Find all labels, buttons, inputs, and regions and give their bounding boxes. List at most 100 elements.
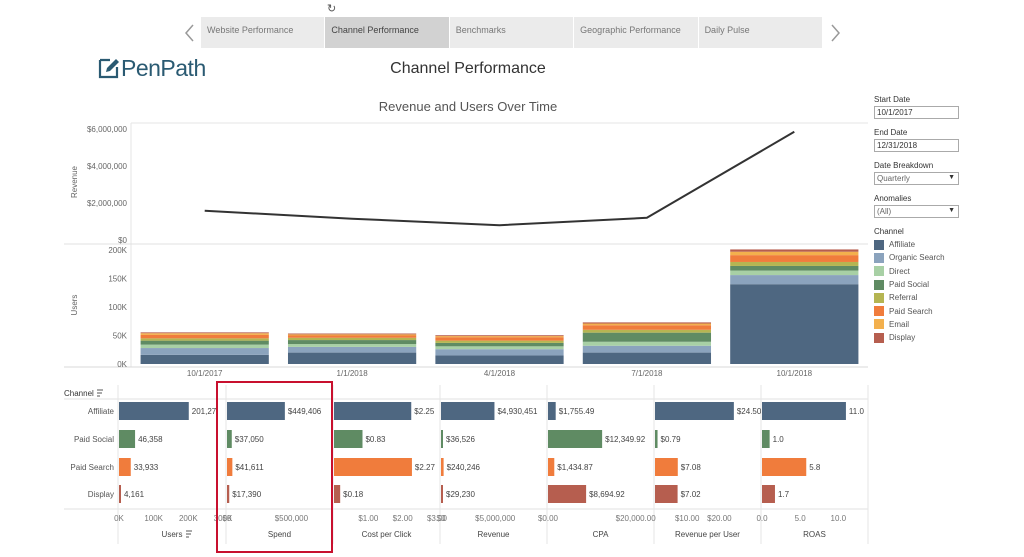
date-breakdown-select[interactable]: Quarterly ▼ [874, 172, 959, 185]
legend-swatch [874, 239, 884, 250]
users-bar-segment [287, 346, 417, 353]
legend-item-direct[interactable]: Direct [874, 265, 1019, 278]
table-tick-label: $0 [223, 514, 232, 523]
column-header-label: Spend [268, 530, 291, 539]
table-bar [334, 458, 412, 476]
table-value-label: $7.02 [681, 490, 702, 499]
legend-label: Paid Search [889, 306, 933, 316]
table-value-label: $7.08 [681, 463, 702, 472]
table-value-label: $29,230 [446, 490, 475, 499]
table-bar [441, 402, 495, 420]
users-bar-segment [582, 322, 712, 324]
end-date-filter: End Date 12/31/2018 [874, 128, 1019, 152]
legend-item-paid-search[interactable]: Paid Search [874, 304, 1019, 317]
table-bar [227, 430, 232, 448]
legend-item-display[interactable]: Display [874, 331, 1019, 344]
legend-item-affiliate[interactable]: Affiliate [874, 238, 1019, 251]
logo-text: PenPath [121, 55, 206, 81]
legend-label: Email [889, 319, 910, 329]
users-bar-segment [140, 344, 269, 349]
table-value-label: $17,390 [232, 490, 261, 499]
users-bar-segment [435, 342, 564, 347]
chart-title: Revenue and Users Over Time [378, 99, 558, 114]
table-value-label: $240,246 [447, 463, 481, 472]
tab-benchmarks[interactable]: Benchmarks [449, 17, 575, 48]
sort-icon [97, 389, 103, 397]
date-breakdown-filter: Date Breakdown Quarterly ▼ [874, 161, 1019, 185]
row-label: Affiliate [88, 407, 115, 416]
table-bar [548, 485, 587, 503]
users-bar-segment [287, 334, 417, 336]
users-bar-segment [730, 251, 859, 256]
table-bar [119, 485, 121, 503]
column-header-label: Cost per Click [362, 530, 413, 539]
table-value-label: 5.8 [809, 463, 821, 472]
start-date-input[interactable]: 10/1/2017 [874, 106, 959, 119]
date-breakdown-value: Quarterly [877, 174, 910, 183]
users-bar-segment [582, 325, 712, 330]
users-tick-label: 100K [108, 303, 127, 312]
users-bar-segment [140, 332, 269, 334]
legend-item-organic-search[interactable]: Organic Search [874, 251, 1019, 264]
pen-logo-icon [98, 58, 119, 79]
users-bar-segment [730, 255, 859, 262]
legend-item-referral[interactable]: Referral [874, 291, 1019, 304]
tab-website-performance[interactable]: Website Performance [201, 17, 326, 48]
column-header-label: Users [162, 530, 183, 539]
table-value-label: $0.79 [661, 435, 682, 444]
anomalies-select[interactable]: (All) ▼ [874, 205, 959, 218]
tab-channel-performance[interactable]: Channel Performance [325, 17, 450, 48]
chevron-left-icon[interactable] [182, 20, 198, 46]
table-tick-label: $3.00 [427, 514, 448, 523]
anomalies-label: Anomalies [874, 194, 912, 203]
users-tick-label: 0K [117, 360, 127, 369]
dropdown-caret-icon: ▼ [948, 207, 955, 214]
legend-label: Organic Search [889, 253, 945, 263]
users-tick-label: 150K [108, 275, 127, 284]
legend-swatch [874, 252, 884, 263]
table-value-label: $24.50 [737, 407, 762, 416]
tab-daily-pulse[interactable]: Daily Pulse [698, 17, 823, 48]
table-value-label: $0.83 [365, 435, 386, 444]
users-tick-label: 50K [113, 332, 128, 341]
table-value-label: $8,694.92 [589, 490, 625, 499]
users-bar-segment [435, 349, 564, 356]
table-tick-label: $10.00 [675, 514, 700, 523]
table-tick-label: 200K [179, 514, 198, 523]
users-bar-segment [730, 284, 859, 364]
revenue-line [204, 130, 795, 227]
chevron-right-icon[interactable] [827, 20, 843, 46]
table-tick-label: 300K [214, 514, 233, 523]
anomalies-value: (All) [877, 207, 892, 216]
filter-panel: Start Date 10/1/2017 End Date 12/31/2018… [874, 95, 1019, 344]
table-value-label: $41,611 [235, 463, 264, 472]
table-value-label: $1,755.49 [559, 407, 595, 416]
anomalies-filter: Anomalies (All) ▼ [874, 194, 1019, 218]
table-bar [548, 458, 555, 476]
start-date-label: Start Date [874, 95, 911, 104]
table-value-label: $2.25 [414, 407, 435, 416]
revenue-tick-label: $0 [118, 236, 127, 245]
table-bar [119, 430, 136, 448]
row-header-label: Channel [64, 389, 94, 398]
users-bar-segment [730, 265, 859, 271]
table-bar [441, 485, 443, 503]
end-date-input[interactable]: 12/31/2018 [874, 139, 959, 152]
users-bar-segment [730, 275, 859, 285]
table-value-label: $12,349.92 [605, 435, 646, 444]
users-bar-segment [140, 338, 269, 341]
table-bar [655, 458, 678, 476]
table-bar [655, 430, 658, 448]
legend-item-paid-social[interactable]: Paid Social [874, 278, 1019, 291]
tab-geographic-performance[interactable]: Geographic Performance [574, 17, 699, 48]
legend-swatch [874, 319, 884, 330]
users-bar-segment [730, 270, 859, 276]
table-bar [441, 458, 444, 476]
table-value-label: 11.0 [849, 407, 865, 416]
page-title: Channel Performance [390, 60, 546, 77]
table-bar [762, 402, 846, 420]
legend-item-email[interactable]: Email [874, 318, 1019, 331]
legend-label: Affiliate [889, 240, 916, 250]
revenue-tick-label: $6,000,000 [87, 125, 128, 134]
reload-icon[interactable]: ↻ [327, 3, 337, 15]
